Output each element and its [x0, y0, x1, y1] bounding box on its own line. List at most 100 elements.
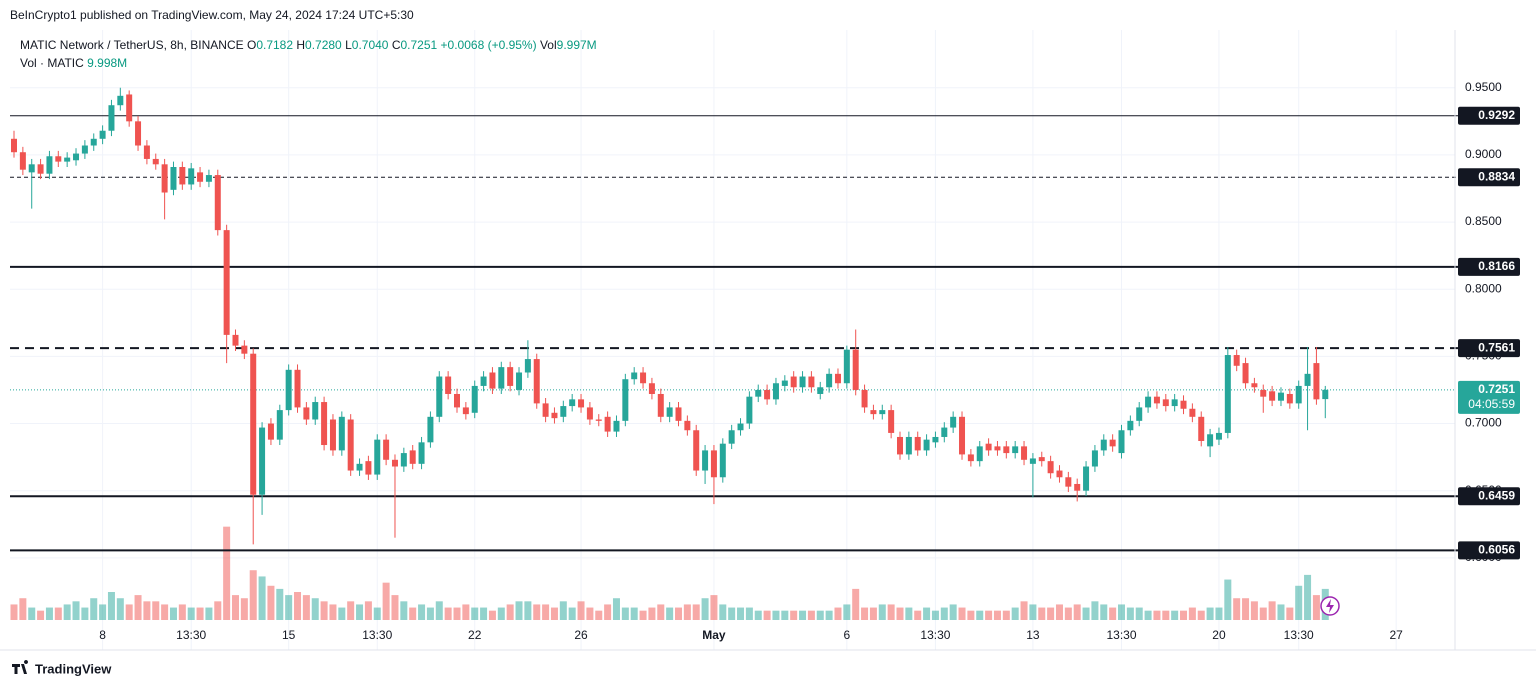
candle-body: [427, 416, 434, 443]
candle-body: [1224, 355, 1231, 433]
candle-body: [613, 420, 620, 432]
vol-value: 9.997M: [557, 38, 597, 52]
candle-body: [507, 367, 514, 386]
volume-bar: [1162, 610, 1170, 620]
candle-body: [117, 95, 124, 106]
candle-body: [772, 383, 779, 400]
x-tick-label: 13: [1026, 628, 1040, 642]
candle-body: [764, 389, 771, 400]
volume-bar: [1118, 604, 1125, 620]
candle-body: [1215, 432, 1222, 440]
volume-bar: [435, 601, 443, 620]
level-label-box: [1458, 168, 1520, 187]
volume-bar: [1135, 607, 1143, 620]
volume-bar: [1295, 585, 1303, 620]
ohlc-key: O: [247, 38, 256, 52]
candle-body: [232, 334, 239, 346]
candle-body: [985, 443, 992, 451]
candle-body: [941, 427, 948, 437]
candle-body: [276, 410, 283, 440]
candle-body: [994, 446, 1001, 451]
volume-bar: [232, 595, 239, 620]
candle-body: [1074, 483, 1081, 491]
volume-bar: [28, 607, 36, 620]
candle-body: [684, 420, 691, 431]
candle-body: [781, 380, 788, 386]
volume-bar: [1180, 610, 1188, 620]
x-tick-label: 13:30: [1284, 628, 1314, 642]
candle-body: [604, 416, 611, 432]
volume-bar: [1091, 601, 1099, 620]
candle-body: [852, 349, 859, 390]
brand-name: TradingView: [35, 661, 112, 676]
alert-icon[interactable]: [1320, 596, 1340, 616]
level-label-box: [1458, 339, 1520, 358]
candle-body: [1295, 385, 1302, 404]
volume-bar: [373, 607, 381, 620]
candle-body: [905, 436, 912, 455]
volume-bar: [542, 604, 550, 620]
candle-body: [1260, 389, 1267, 397]
candle-body: [870, 410, 877, 415]
candle-body: [1233, 355, 1240, 366]
candle-body: [1091, 450, 1098, 467]
candle-body: [551, 412, 558, 419]
volume-bar: [931, 610, 939, 620]
y-tick-label: 0.8000: [1465, 281, 1502, 295]
volume-bar: [1038, 607, 1046, 620]
candle-body: [1109, 439, 1116, 447]
volume-bar: [258, 576, 266, 620]
candle-body: [294, 369, 301, 408]
candle-body: [843, 349, 850, 384]
candle-body: [586, 407, 593, 420]
candle-body: [622, 379, 629, 421]
candle-body: [347, 419, 354, 471]
candle-body: [1047, 461, 1054, 474]
candle-body: [356, 463, 363, 471]
candle-body: [418, 442, 425, 464]
volume-bar: [692, 604, 700, 620]
candle-body: [932, 436, 939, 443]
volume-bar: [1312, 595, 1320, 620]
candle-body: [489, 372, 496, 389]
y-tick-label: 0.9500: [1465, 80, 1502, 94]
candle-body: [312, 402, 319, 420]
candle-body: [569, 399, 576, 407]
level-label: 0.7561: [1478, 340, 1515, 354]
candle-body: [595, 419, 602, 421]
candle-body: [1207, 434, 1214, 447]
candle-body: [19, 152, 26, 170]
volume-bar: [169, 607, 177, 620]
candle-body: [1065, 477, 1072, 487]
volume-bar: [861, 607, 869, 620]
x-tick-label: 13:30: [176, 628, 206, 642]
candle-body: [108, 105, 115, 131]
volume-bar: [187, 607, 195, 620]
candle-body: [400, 453, 407, 467]
volume-bar: [878, 604, 886, 620]
volume-bar: [107, 592, 115, 620]
candle-body: [923, 439, 930, 451]
candle-body: [799, 376, 806, 388]
level-label: 0.8166: [1478, 259, 1515, 273]
candle-body: [152, 158, 159, 165]
volume-bar: [1242, 598, 1250, 620]
candle-body: [728, 430, 735, 444]
volume-bar: [630, 607, 638, 620]
volume-bar: [462, 604, 470, 620]
candle-body: [710, 450, 717, 478]
candle-body: [1021, 446, 1028, 460]
volume-bar: [400, 601, 408, 620]
brand: TradingView: [12, 660, 112, 676]
published-note: BeInCrypto1 published on TradingView.com…: [10, 8, 414, 22]
volume-bar: [1259, 607, 1267, 620]
last-price-box: [1458, 380, 1520, 414]
candle-body: [914, 436, 921, 451]
candle-body: [126, 94, 133, 122]
volume-bar: [896, 607, 904, 620]
candle-body: [55, 156, 62, 162]
candle-body: [693, 430, 700, 471]
ohlc-key: C: [392, 38, 401, 52]
volume-bar: [302, 595, 310, 620]
